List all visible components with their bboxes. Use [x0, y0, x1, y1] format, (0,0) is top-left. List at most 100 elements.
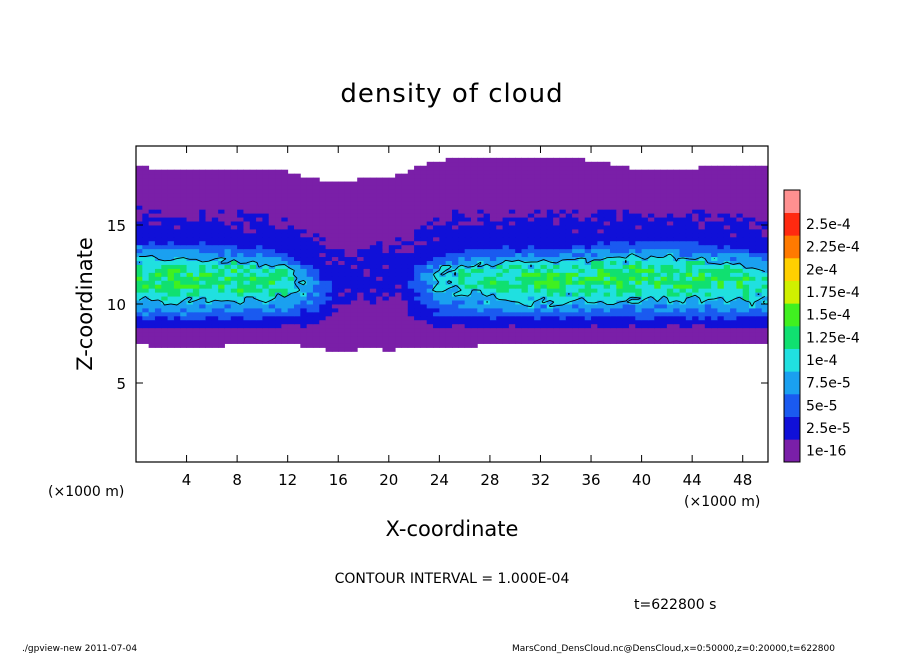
density-cell — [205, 221, 213, 226]
density-cell — [407, 296, 415, 301]
density-cell — [711, 225, 718, 230]
density-cell — [363, 343, 371, 348]
density-cell — [647, 244, 655, 250]
density-cell — [306, 256, 314, 261]
density-cell — [540, 292, 548, 297]
density-cell — [458, 280, 466, 285]
density-cell — [433, 331, 440, 337]
density-cell — [597, 319, 605, 325]
density-cell — [148, 209, 156, 214]
density-cell — [679, 280, 687, 285]
density-cell — [300, 236, 308, 242]
density-cell — [452, 288, 459, 293]
density-cell — [666, 280, 674, 285]
density-cell — [148, 307, 156, 313]
density-cell — [717, 228, 725, 234]
density-cell — [136, 232, 143, 238]
density-cell — [281, 232, 289, 238]
density-cell — [256, 185, 263, 190]
density-cell — [154, 193, 162, 198]
density-cell — [369, 300, 377, 305]
x-tick-label: 28 — [480, 471, 499, 489]
density-cell — [458, 272, 466, 277]
density-cell — [704, 280, 712, 285]
density-cell — [698, 311, 706, 317]
density-cell — [673, 272, 680, 277]
density-cell — [312, 197, 320, 202]
density-cell — [167, 319, 175, 325]
density-cell — [199, 343, 206, 348]
density-cell — [470, 339, 478, 344]
density-cell — [388, 189, 396, 194]
density-cell — [186, 280, 194, 285]
density-cell — [218, 296, 225, 301]
density-cell — [559, 331, 567, 337]
density-cell — [635, 217, 643, 222]
density-cell — [489, 213, 497, 218]
density-cell — [483, 280, 491, 285]
density-cell — [603, 339, 611, 344]
density-cell — [666, 292, 674, 297]
density-cell — [256, 248, 263, 254]
density-cell — [439, 323, 447, 329]
density-cell — [426, 260, 434, 265]
density-cell — [205, 280, 213, 285]
density-cell — [534, 264, 541, 269]
density-cell — [584, 193, 592, 198]
density-cell — [237, 256, 244, 261]
density-cell — [142, 335, 150, 340]
density-cell — [565, 169, 573, 175]
density-cell — [357, 181, 364, 186]
density-cell — [717, 311, 725, 317]
density-cell — [268, 272, 276, 277]
density-cell — [635, 284, 643, 289]
density-cell — [357, 205, 364, 210]
density-cell — [464, 201, 472, 206]
density-cell — [534, 217, 541, 222]
density-cell — [591, 193, 598, 198]
density-cell — [553, 292, 560, 297]
density-cell — [635, 335, 643, 340]
density-cell — [521, 272, 529, 277]
density-cell — [666, 221, 674, 226]
density-cell — [344, 181, 352, 186]
density-cell — [521, 236, 529, 242]
density-cell — [281, 339, 289, 344]
density-cell — [647, 197, 655, 202]
density-cell — [369, 307, 377, 313]
density-cell — [622, 236, 630, 242]
density-cell — [218, 315, 225, 321]
density-cell — [622, 217, 630, 222]
density-cell — [401, 288, 409, 293]
density-cell — [369, 240, 377, 246]
density-cell — [401, 189, 409, 194]
density-cell — [597, 292, 605, 297]
density-cell — [749, 169, 756, 175]
density-cell — [205, 252, 213, 258]
density-cell — [300, 217, 308, 222]
density-cell — [338, 252, 346, 258]
density-cell — [439, 165, 447, 171]
density-cell — [540, 165, 548, 171]
density-cell — [496, 232, 504, 238]
density-cell — [553, 248, 560, 254]
density-cell — [704, 339, 712, 344]
density-cell — [679, 244, 687, 250]
density-cell — [167, 280, 175, 285]
density-cell — [395, 240, 402, 246]
density-cell — [553, 319, 560, 325]
density-cell — [470, 327, 478, 333]
density-cell — [622, 264, 630, 269]
density-cell — [142, 225, 150, 230]
density-cell — [331, 193, 339, 198]
density-cell — [685, 236, 693, 242]
density-cell — [628, 296, 636, 301]
density-cell — [167, 252, 175, 258]
density-cell — [331, 335, 339, 340]
density-cell — [363, 307, 371, 313]
density-cell — [647, 304, 655, 309]
density-cell — [281, 319, 289, 325]
density-cell — [603, 280, 611, 285]
density-cell — [723, 268, 731, 273]
density-cell — [148, 225, 156, 230]
